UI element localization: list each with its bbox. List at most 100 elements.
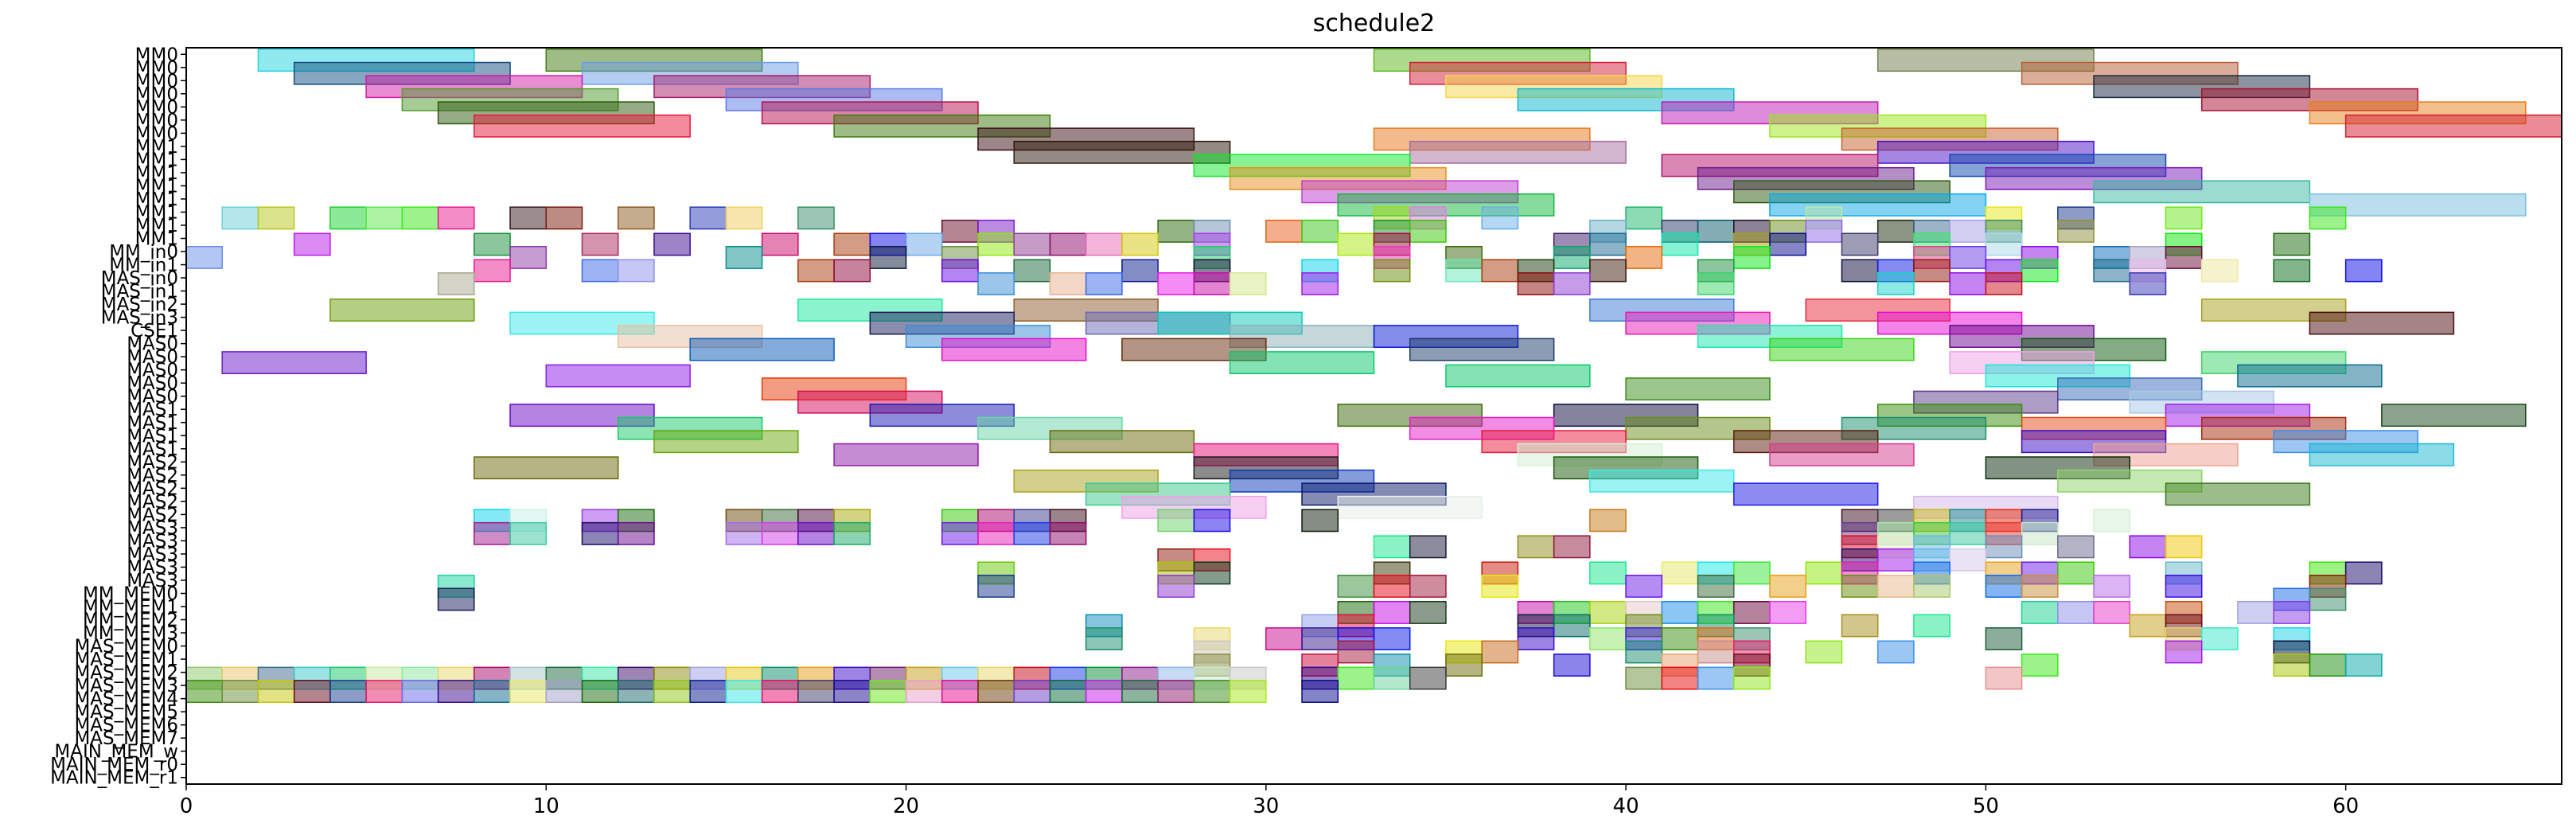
x-tick-label: 60 [2332,794,2359,818]
task-bar [905,680,943,703]
task-bar [581,680,619,703]
task-bar [2309,443,2455,466]
task-bar [1445,654,1483,677]
y-tick-label: MAS_MEM3 [74,676,178,697]
task-bar [2057,535,2095,559]
task-bar [1157,574,1195,598]
task-bar [2165,482,2311,506]
task-bar [1445,364,1591,388]
task-bar [2129,272,2167,295]
task-bar [2165,574,2203,598]
task-bar [1913,614,1951,638]
y-tick-label: MM_in0 [109,242,178,263]
task-bar [474,680,511,703]
task-bar [1769,443,1915,466]
y-tick-label: MAS_MEM1 [74,650,178,670]
task-bar [1841,574,1879,598]
task-bar [1876,548,1915,572]
task-bar [2344,561,2383,585]
task-bar [761,521,799,545]
task-bar [2165,206,2203,230]
y-tick-label: MAS_MEM2 [74,663,178,684]
task-bar [941,259,979,283]
task-bar [1913,574,1951,598]
task-bar [1337,232,1375,256]
task-bar [1949,521,1987,545]
task-bar [1769,574,1806,598]
task-bar [2237,601,2274,624]
task-bar [1985,574,2023,598]
task-bar [474,456,619,480]
task-bar [2021,521,2059,545]
y-tick-label: MM0 [135,97,178,118]
y-tick-label: MAS3 [127,557,178,578]
y-tick-label: MM1 [135,163,178,184]
y-tick-label: MAIN_MEM_r0 [50,755,178,775]
task-bar [2057,219,2095,243]
task-bar [1373,627,1411,650]
y-tick-label: MAS0 [127,347,178,368]
task-bar [1697,219,1735,243]
task-bar [1373,259,1411,283]
task-bar [1517,627,1555,650]
task-bar [1337,574,1375,598]
task-bar [1301,627,1339,650]
task-bar [1409,338,1555,361]
task-bar [1265,627,1303,650]
task-bar [185,246,223,269]
y-tick-label: MAS_MEM6 [74,716,178,736]
task-bar [1373,574,1411,598]
task-bar [221,351,367,375]
task-bar [474,259,511,283]
y-tick-label: MM1 [135,189,178,210]
task-bar [365,206,403,230]
task-bar [1697,666,1735,690]
task-bar [1661,232,1699,256]
task-bar [2309,311,2455,335]
row-labels: MM0MM0MM0MM0MM0MM0MM0MM1MM1MM1MM1MM1MM1M… [50,45,186,789]
y-tick-label: MM0 [135,84,178,105]
task-bar [1697,640,1735,664]
task-bar [1876,272,1915,295]
task-bar [2273,259,2311,283]
task-bar [2344,654,2383,677]
task-bar [2021,601,2059,624]
task-bar [1517,535,1555,559]
task-bar [1121,338,1267,361]
x-tick-label: 40 [1613,794,1639,818]
task-bar [1373,601,1411,624]
task-bar [2237,364,2383,388]
task-bar [869,680,907,703]
y-tick-label: MAS2 [127,478,178,499]
task-bar [725,246,763,269]
task-bar [833,521,871,545]
task-bar [1876,640,1915,664]
task-bar [1517,272,1555,295]
task-bar [1301,272,1339,295]
task-bar [941,219,979,243]
y-tick-label: MAS_MEM7 [74,728,178,749]
task-bar [869,246,907,269]
task-bar [1373,666,1411,690]
task-bar [1841,259,1879,283]
task-bar [1985,535,2023,559]
task-bar [1013,232,1051,256]
task-bar [2021,574,2059,598]
task-bar [1121,232,1159,256]
task-bar [1589,601,1627,624]
task-bar [725,206,763,230]
task-bar [545,680,583,703]
task-bar [977,232,1015,256]
y-tick-label: MM_MEM3 [83,623,178,644]
task-bar [2273,232,2311,256]
task-bar [1949,272,1987,295]
task-bar [581,521,619,545]
task-bar [1409,666,1447,690]
task-bar [1625,666,1663,690]
y-tick-label: MAS3 [127,518,178,539]
task-bar [2021,259,2059,283]
task-bar [1661,627,1699,650]
task-bar [797,259,835,283]
task-bar [833,680,871,703]
